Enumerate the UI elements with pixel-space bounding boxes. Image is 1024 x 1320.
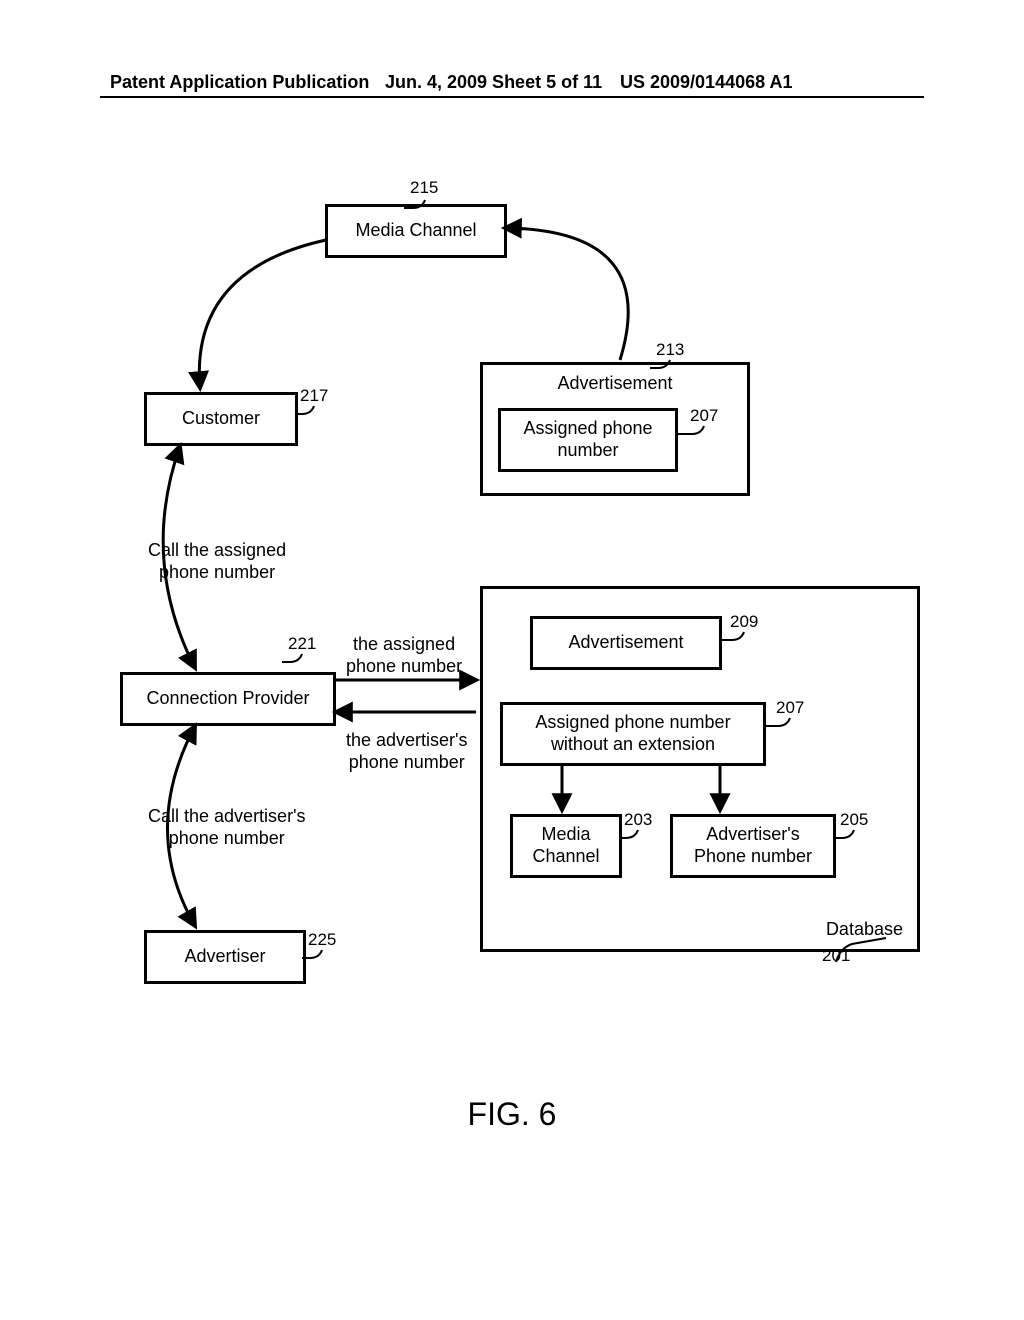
label-assigned-num: the assigned phone number <box>346 634 462 677</box>
node-customer: Customer <box>144 392 298 446</box>
header-center: Jun. 4, 2009 Sheet 5 of 11 <box>385 72 602 93</box>
edge-advertisement-to-media <box>505 228 628 360</box>
ref-203: 203 <box>624 810 652 830</box>
node-advertisement-top-label: Advertisement <box>557 373 672 395</box>
page: Patent Application Publication Jun. 4, 2… <box>0 0 1024 1320</box>
edge-media-to-customer <box>199 240 326 388</box>
figure-caption: FIG. 6 <box>0 1096 1024 1133</box>
ref-207-inner: 207 <box>690 406 718 426</box>
node-assigned-phone-db: Assigned phone number without an extensi… <box>500 702 766 766</box>
label-call-assigned: Call the assigned phone number <box>148 540 286 583</box>
ref-215: 215 <box>410 178 438 198</box>
leader-221 <box>282 654 302 662</box>
ref-207-db: 207 <box>776 698 804 718</box>
ref-221: 221 <box>288 634 316 654</box>
label-call-advertiser: Call the advertiser's phone number <box>148 806 306 849</box>
header-left: Patent Application Publication <box>110 72 369 93</box>
label-advertisers-num: the advertiser's phone number <box>346 730 468 773</box>
ref-225: 225 <box>308 930 336 950</box>
node-advertiser: Advertiser <box>144 930 306 984</box>
header-rule <box>100 96 924 98</box>
node-media-channel-top: Media Channel <box>325 204 507 258</box>
node-media-channel-db: Media Channel <box>510 814 622 878</box>
node-database-label: Database <box>826 919 903 941</box>
leader-217 <box>296 406 314 414</box>
node-advertisement-db: Advertisement <box>530 616 722 670</box>
node-assigned-phone-inner: Assigned phone number <box>498 408 678 472</box>
node-advertiser-phone-db: Advertiser's Phone number <box>670 814 836 878</box>
ref-217: 217 <box>300 386 328 406</box>
ref-213: 213 <box>656 340 684 360</box>
header-right: US 2009/0144068 A1 <box>620 72 792 93</box>
ref-209: 209 <box>730 612 758 632</box>
ref-201: 201 <box>822 946 850 966</box>
ref-205: 205 <box>840 810 868 830</box>
node-connection-provider: Connection Provider <box>120 672 336 726</box>
